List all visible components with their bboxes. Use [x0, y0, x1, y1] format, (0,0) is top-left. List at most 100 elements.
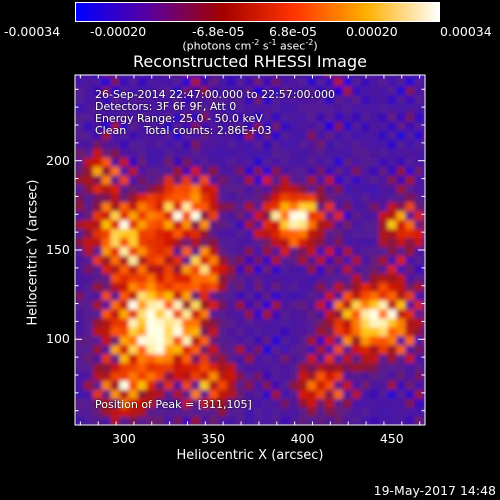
heatmap-cell: [289, 228, 299, 239]
heatmap-cell: [378, 94, 389, 105]
heatmap-cell: [325, 228, 335, 239]
heatmap-cell: [200, 219, 210, 230]
heatmap-cell: [405, 130, 415, 140]
heatmap-cell: [119, 183, 130, 194]
heatmap-cell: [280, 237, 290, 248]
heatmap-cell: [191, 273, 201, 283]
heatmap-cell: [262, 326, 273, 337]
heatmap-cell: [396, 407, 406, 417]
heatmap-cell: [271, 192, 281, 203]
heatmap-cell: [137, 416, 148, 425]
heatmap-cell: [92, 255, 103, 265]
heatmap-cell: [369, 175, 380, 185]
heatmap-cell: [414, 103, 424, 114]
heatmap-cell: [280, 273, 290, 283]
heatmap-cell: [307, 237, 317, 248]
heatmap-cell: [164, 398, 174, 408]
heatmap-cell: [119, 210, 130, 221]
heatmap-cell: [110, 85, 121, 96]
heatmap-cell: [226, 398, 237, 408]
x-tick-label: 300: [112, 431, 136, 446]
heatmap-cell: [191, 335, 201, 346]
heatmap-cell: [155, 183, 165, 194]
heatmap-cell: [333, 94, 344, 105]
heatmap-cell: [191, 112, 201, 123]
heatmap-cell: [351, 291, 362, 301]
heatmap-cell: [316, 228, 326, 239]
heatmap-cell: [164, 192, 174, 203]
heatmap-cell: [101, 76, 112, 87]
heatmap-cell: [289, 201, 299, 212]
heatmap-cell: [333, 407, 344, 417]
heatmap-cell: [173, 389, 183, 399]
heatmap-cell: [280, 353, 290, 364]
heatmap-cell: [155, 362, 165, 373]
heatmap-cell: [155, 75, 165, 78]
heatmap-cell: [164, 389, 174, 399]
heatmap-cell: [307, 380, 317, 390]
heatmap-cell: [316, 300, 326, 310]
heatmap-cell: [307, 103, 317, 114]
heatmap-cell: [316, 166, 326, 176]
annotation-clean-counts: Clean Total counts: 2.86E+03: [95, 124, 272, 137]
heatmap-cell: [244, 264, 255, 274]
heatmap-cell: [396, 76, 406, 87]
heatmap-cell: [128, 300, 139, 310]
heatmap-cell: [155, 308, 165, 319]
heatmap-cell: [173, 246, 183, 256]
heatmap-cell: [110, 317, 121, 328]
heatmap-cell: [414, 335, 424, 346]
heatmap-cell: [119, 112, 130, 123]
heatmap-cell: [164, 407, 174, 417]
heatmap-cell: [235, 175, 246, 185]
heatmap-cell: [396, 326, 406, 337]
heatmap-cell: [298, 85, 308, 96]
heatmap-cell: [110, 264, 121, 274]
heatmap-cell: [360, 112, 371, 123]
heatmap-cell: [155, 85, 165, 96]
heatmap-cell: [351, 157, 362, 167]
heatmap-cell: [253, 210, 264, 221]
heatmap-cell: [307, 362, 317, 373]
heatmap-cell: [155, 112, 165, 123]
heatmap-cell: [137, 192, 148, 203]
heatmap-cell: [307, 317, 317, 328]
heatmap-cell: [75, 75, 85, 78]
heatmap-cell: [110, 219, 121, 230]
heatmap-cell: [262, 237, 273, 248]
heatmap-cell: [191, 326, 201, 337]
heatmap-cell: [396, 201, 406, 212]
heatmap-cell: [271, 75, 281, 78]
heatmap-cell: [164, 121, 174, 131]
heatmap-cell: [360, 175, 371, 185]
heatmap-cell: [101, 210, 112, 221]
chart-title: Reconstructed RHESSI Image: [133, 52, 367, 71]
heatmap-cell: [101, 183, 112, 194]
heatmap-cell: [325, 201, 335, 212]
heatmap-cell: [244, 416, 255, 425]
heatmap-cell: [208, 308, 219, 319]
heatmap-cell: [146, 121, 156, 131]
heatmap-cell: [110, 201, 121, 212]
heatmap-cell: [200, 300, 210, 310]
heatmap-cell: [244, 94, 255, 105]
heatmap-cell: [298, 148, 308, 158]
heatmap-cell: [182, 300, 192, 310]
heatmap-cell: [396, 273, 406, 283]
heatmap-cell: [128, 282, 139, 292]
heatmap-cell: [226, 192, 237, 203]
heatmap-cell: [423, 389, 425, 399]
heatmap-cell: [396, 192, 406, 203]
heatmap-cell: [235, 139, 246, 149]
heatmap-cell: [360, 166, 371, 176]
heatmap-cell: [378, 398, 389, 408]
heatmap-cell: [423, 157, 425, 167]
x-tick-label: 400: [290, 431, 315, 446]
heatmap-cell: [173, 353, 183, 364]
heatmap-cell: [226, 255, 237, 265]
heatmap-cell: [208, 183, 219, 194]
heatmap-cell: [369, 282, 380, 292]
heatmap-cell: [405, 237, 415, 248]
heatmap-cell: [208, 237, 219, 248]
heatmap-cell: [128, 183, 139, 194]
